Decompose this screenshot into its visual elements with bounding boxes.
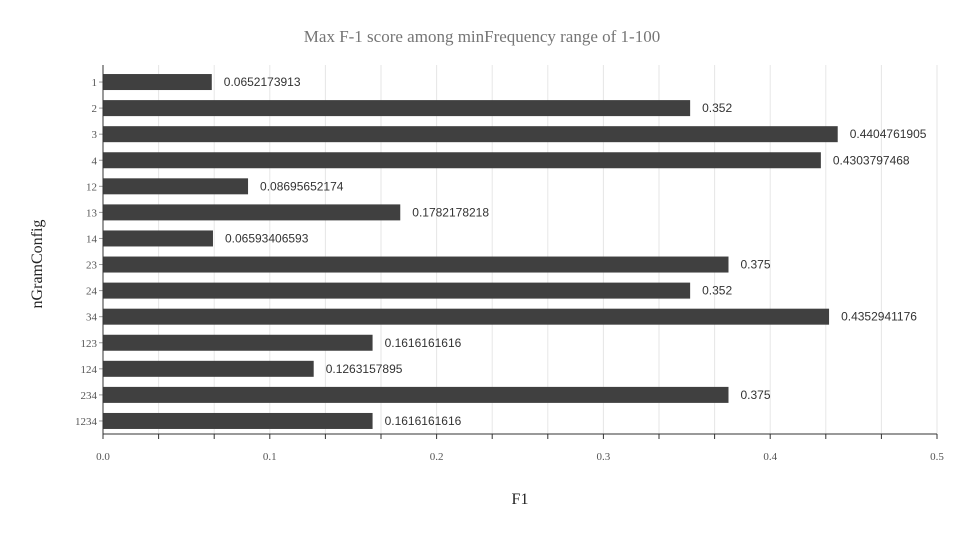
x-tick-label-0.1: 0.1 bbox=[263, 451, 277, 463]
y-tick-label-24: 24 bbox=[86, 286, 98, 298]
value-label-2: 0.352 bbox=[702, 101, 732, 115]
y-tick-label-12: 12 bbox=[86, 181, 97, 193]
grid-lines bbox=[102, 65, 938, 434]
y-tick-label-3: 3 bbox=[92, 129, 98, 141]
y-tick-label-34: 34 bbox=[86, 312, 98, 324]
value-label-24: 0.352 bbox=[702, 284, 732, 298]
bar-1 bbox=[103, 74, 212, 91]
value-label-14: 0.06593406593 bbox=[225, 231, 309, 245]
y-tick-label-23: 23 bbox=[86, 260, 98, 272]
bar-24 bbox=[103, 282, 691, 299]
value-label-124: 0.1263157895 bbox=[326, 362, 403, 376]
chart-title: Max F-1 score among minFrequency range o… bbox=[303, 27, 661, 46]
y-tick-label-124: 124 bbox=[81, 364, 98, 376]
value-label-234: 0.375 bbox=[741, 388, 771, 402]
x-axis-label: F1 bbox=[511, 491, 529, 508]
value-label-3: 0.4404761905 bbox=[850, 127, 927, 141]
bar-1234 bbox=[103, 412, 373, 429]
bar-3 bbox=[103, 126, 838, 143]
value-label-4: 0.4303797468 bbox=[833, 153, 910, 167]
y-tick-label-2: 2 bbox=[92, 103, 98, 115]
x-tick-label-0.3: 0.3 bbox=[597, 451, 611, 463]
bar-12 bbox=[103, 178, 249, 195]
bar-23 bbox=[103, 256, 729, 273]
y-tick-label-123: 123 bbox=[81, 338, 98, 350]
y-tick-label-14: 14 bbox=[86, 233, 98, 245]
value-label-12: 0.08695652174 bbox=[260, 179, 344, 193]
value-label-1234: 0.1616161616 bbox=[385, 414, 462, 428]
bar-13 bbox=[103, 204, 401, 221]
bar-14 bbox=[103, 230, 213, 247]
bar-2 bbox=[103, 100, 691, 117]
value-label-23: 0.375 bbox=[741, 258, 771, 272]
y-tick-label-4: 4 bbox=[92, 155, 98, 167]
x-tick-label-0.5: 0.5 bbox=[930, 451, 944, 463]
bar-34 bbox=[103, 308, 830, 325]
bar-4 bbox=[103, 152, 821, 169]
value-label-123: 0.1616161616 bbox=[385, 336, 462, 350]
y-tick-label-234: 234 bbox=[81, 390, 98, 402]
value-label-13: 0.1782178218 bbox=[412, 205, 489, 219]
value-label-34: 0.4352941176 bbox=[841, 310, 917, 324]
bar-124 bbox=[103, 360, 314, 377]
x-tick-label-0.4: 0.4 bbox=[763, 451, 777, 463]
value-label-1: 0.0652173913 bbox=[224, 75, 301, 89]
x-tick-label-0.2: 0.2 bbox=[430, 451, 444, 463]
y-tick-label-13: 13 bbox=[86, 207, 98, 219]
x-tick-label-0.0: 0.0 bbox=[96, 451, 110, 463]
bar-234 bbox=[103, 386, 729, 403]
bars: 0.0652173913 0.352 0.4404761905 0.430379746… bbox=[103, 74, 927, 429]
bar-123 bbox=[103, 334, 373, 351]
y-tick-label-1: 1 bbox=[92, 77, 98, 89]
y-tick-label-1234: 1234 bbox=[75, 416, 98, 428]
